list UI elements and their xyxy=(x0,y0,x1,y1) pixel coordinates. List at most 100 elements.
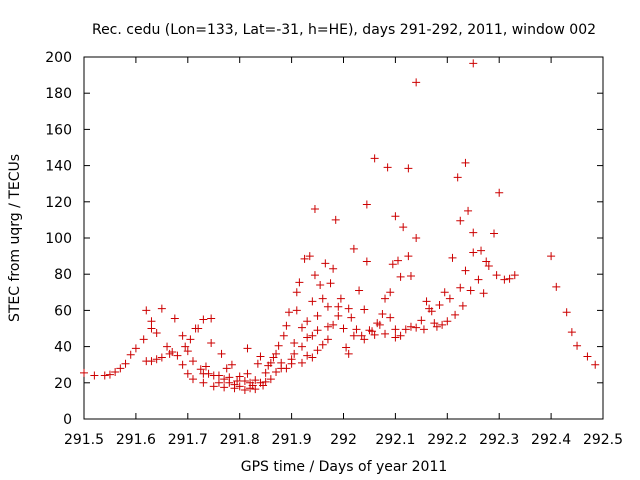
data-point xyxy=(285,308,294,317)
data-point xyxy=(482,257,491,266)
data-point xyxy=(334,311,343,320)
data-point xyxy=(412,78,421,87)
data-point xyxy=(111,367,120,376)
data-point xyxy=(90,371,99,380)
data-point xyxy=(243,344,252,353)
data-point xyxy=(152,329,161,338)
data-point xyxy=(163,342,172,351)
data-point xyxy=(391,325,400,334)
data-point xyxy=(339,324,348,333)
data-point xyxy=(261,377,270,386)
data-point xyxy=(427,307,436,316)
data-point xyxy=(406,272,415,281)
x-tick-label: 292.2 xyxy=(427,432,467,448)
y-axis-label: STEC from uqrg / TECUs xyxy=(7,154,23,322)
data-point xyxy=(381,329,390,338)
data-point xyxy=(432,322,441,331)
data-point xyxy=(147,317,156,326)
data-point xyxy=(308,297,317,306)
data-point xyxy=(448,253,457,262)
x-tick-label: 291.9 xyxy=(272,432,312,448)
data-point xyxy=(399,223,408,232)
data-point xyxy=(310,271,319,280)
x-tick-label: 292.5 xyxy=(583,432,623,448)
data-point xyxy=(318,294,327,303)
data-point xyxy=(469,59,478,68)
data-point xyxy=(456,216,465,225)
data-point xyxy=(261,368,270,377)
data-point xyxy=(342,343,351,352)
data-point xyxy=(360,305,369,314)
data-point xyxy=(181,342,190,351)
data-point xyxy=(220,375,229,384)
data-point xyxy=(484,262,493,271)
y-tick-label: 100 xyxy=(45,231,72,247)
data-point xyxy=(235,382,244,391)
data-point xyxy=(152,355,161,364)
x-tick-label: 292.4 xyxy=(531,432,571,448)
data-point xyxy=(300,254,309,263)
data-point xyxy=(186,335,195,344)
x-axis-label: GPS time / Days of year 2011 xyxy=(241,459,448,475)
data-point xyxy=(422,297,431,306)
x-tick-label: 291.6 xyxy=(116,432,156,448)
data-point xyxy=(355,286,364,295)
data-point xyxy=(547,252,556,261)
data-point xyxy=(188,357,197,366)
plot-frame xyxy=(83,56,604,420)
data-point xyxy=(233,376,242,385)
data-point xyxy=(310,205,319,214)
data-point xyxy=(183,369,192,378)
data-point xyxy=(131,344,140,353)
data-point xyxy=(308,353,317,362)
data-point xyxy=(214,378,223,387)
data-point xyxy=(474,275,483,284)
data-point xyxy=(370,154,379,163)
data-point xyxy=(147,357,156,366)
data-point xyxy=(266,375,275,384)
data-point xyxy=(386,313,395,322)
data-point xyxy=(562,308,571,317)
data-point xyxy=(323,335,332,344)
data-point xyxy=(235,372,244,381)
data-point xyxy=(240,386,249,395)
data-point xyxy=(316,281,325,290)
data-point xyxy=(266,358,275,367)
data-point xyxy=(391,212,400,221)
data-point xyxy=(329,264,338,273)
data-point xyxy=(479,289,488,298)
data-point xyxy=(201,362,210,371)
data-point xyxy=(170,314,179,323)
data-point xyxy=(378,310,387,319)
data-point xyxy=(240,376,249,385)
data-point xyxy=(466,286,475,295)
y-tick-label: 140 xyxy=(45,159,72,175)
data-point xyxy=(297,323,306,332)
data-point xyxy=(105,370,114,379)
x-tick-label: 291.8 xyxy=(220,432,260,448)
data-point xyxy=(362,200,371,209)
data-point xyxy=(451,310,460,319)
data-point xyxy=(567,328,576,337)
data-point xyxy=(251,385,260,394)
y-tick-label: 80 xyxy=(54,267,72,283)
data-point xyxy=(173,351,182,360)
data-point xyxy=(292,306,301,315)
data-point xyxy=(391,333,400,342)
data-point xyxy=(277,358,286,367)
data-point xyxy=(329,320,338,329)
data-point xyxy=(272,349,281,358)
data-point xyxy=(282,364,291,373)
data-point xyxy=(297,342,306,351)
data-point xyxy=(406,322,415,331)
data-point xyxy=(121,359,130,368)
data-point xyxy=(178,360,187,369)
data-point xyxy=(282,321,291,330)
data-point xyxy=(297,358,306,367)
data-point xyxy=(142,306,151,315)
data-point xyxy=(583,352,592,361)
data-point xyxy=(495,188,504,197)
data-point xyxy=(347,313,356,322)
y-tick-label: 200 xyxy=(45,50,72,66)
data-point xyxy=(209,382,218,391)
